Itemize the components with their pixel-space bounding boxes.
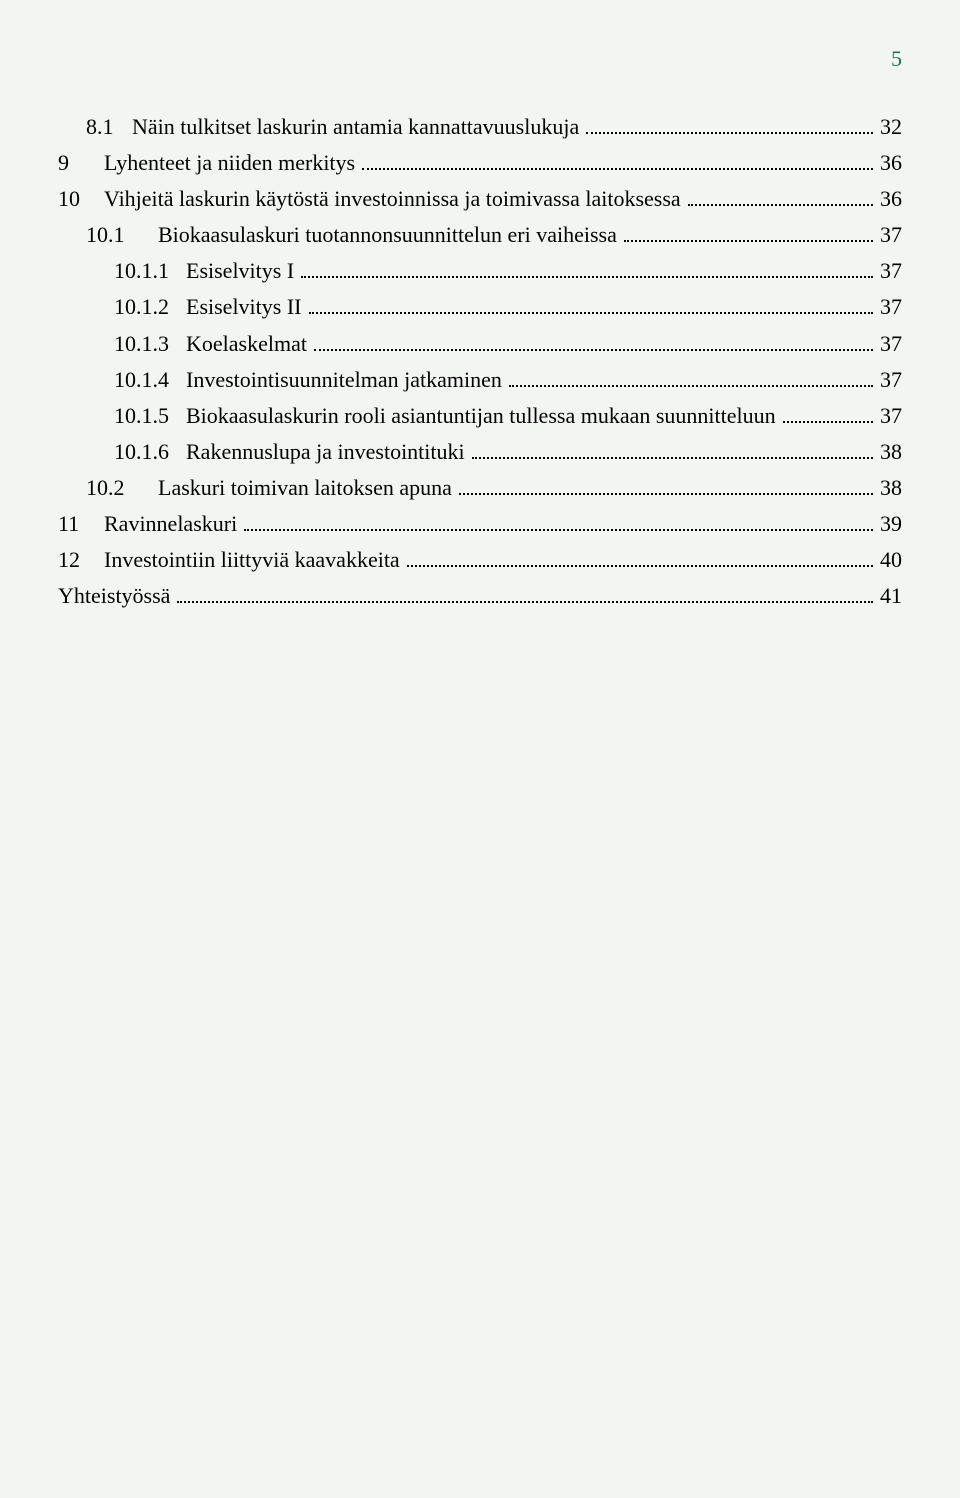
dot-leader [362,168,873,170]
toc-row: Yhteistyössä 41 [58,579,902,613]
toc-entry-page: 38 [876,471,902,505]
toc-entry-title: Näin tulkitset laskurin antamia kannatta… [132,110,583,144]
dot-leader [301,276,873,278]
toc-entry-page: 36 [876,146,902,180]
toc-entry-number: 10.1.6 [114,435,186,469]
table-of-contents: 8.1Näin tulkitset laskurin antamia kanna… [58,110,902,613]
dot-leader [177,601,873,603]
dot-leader [509,385,873,387]
dot-leader [314,349,873,351]
toc-entry-number: 10 [58,182,104,216]
dot-leader [309,312,874,314]
dot-leader [783,421,873,423]
toc-row: 10.1.6Rakennuslupa ja investointituki 38 [58,435,902,469]
toc-entry-title: Yhteistyössä [58,579,174,613]
toc-entry-number: 9 [58,146,104,180]
toc-entry-title: Koelaskelmat [186,327,311,361]
toc-row: 10.2Laskuri toimivan laitoksen apuna 38 [58,471,902,505]
toc-entry-page: 36 [876,182,902,216]
dot-leader [688,204,873,206]
toc-entry-title: Biokaasulaskuri tuotannonsuunnittelun er… [158,218,621,252]
toc-row: 10.1.5Biokaasulaskurin rooli asiantuntij… [58,399,902,433]
toc-entry-page: 37 [876,399,902,433]
toc-entry-page: 40 [876,543,902,577]
toc-entry-title: Investointisuunnitelman jatkaminen [186,363,506,397]
toc-row: 12Investointiin liittyviä kaavakkeita 40 [58,543,902,577]
toc-entry-number: 8.1 [86,110,132,144]
toc-entry-page: 38 [876,435,902,469]
toc-entry-number: 10.1.1 [114,254,186,288]
toc-entry-page: 37 [876,218,902,252]
toc-entry-title: Investointiin liittyviä kaavakkeita [104,543,404,577]
toc-entry-title: Vihjeitä laskurin käytöstä investoinniss… [104,182,685,216]
dot-leader [407,565,873,567]
toc-entry-number: 12 [58,543,104,577]
toc-entry-number: 10.1 [86,218,158,252]
toc-entry-title: Ravinnelaskuri [104,507,241,541]
toc-entry-title: Lyhenteet ja niiden merkitys [104,146,359,180]
toc-row: 10Vihjeitä laskurin käytöstä investoinni… [58,182,902,216]
toc-entry-title: Rakennuslupa ja investointituki [186,435,469,469]
dot-leader [459,493,873,495]
toc-entry-title: Esiselvitys I [186,254,298,288]
toc-row: 11Ravinnelaskuri 39 [58,507,902,541]
document-page: 5 8.1Näin tulkitset laskurin antamia kan… [0,0,960,1498]
toc-entry-title: Laskuri toimivan laitoksen apuna [158,471,456,505]
dot-leader [624,240,873,242]
toc-entry-page: 37 [876,254,902,288]
toc-entry-title: Biokaasulaskurin rooli asiantuntijan tul… [186,399,780,433]
toc-row: 10.1.2Esiselvitys II 37 [58,290,902,324]
toc-entry-number: 10.2 [86,471,158,505]
page-number: 5 [891,46,902,72]
toc-entry-page: 39 [876,507,902,541]
toc-entry-title: Esiselvitys II [186,290,306,324]
toc-entry-number: 11 [58,507,104,541]
toc-entry-number: 10.1.2 [114,290,186,324]
dot-leader [586,132,873,134]
toc-row: 10.1.3Koelaskelmat 37 [58,327,902,361]
toc-entry-number: 10.1.3 [114,327,186,361]
toc-entry-page: 37 [876,290,902,324]
toc-entry-number: 10.1.5 [114,399,186,433]
toc-row: 8.1Näin tulkitset laskurin antamia kanna… [58,110,902,144]
toc-row: 10.1.4Investointisuunnitelman jatkaminen… [58,363,902,397]
toc-row: 10.1.1Esiselvitys I 37 [58,254,902,288]
toc-entry-page: 41 [876,579,902,613]
toc-entry-page: 37 [876,363,902,397]
toc-entry-page: 37 [876,327,902,361]
toc-entry-number: 10.1.4 [114,363,186,397]
toc-entry-page: 32 [876,110,902,144]
dot-leader [472,457,873,459]
dot-leader [244,529,873,531]
toc-row: 9Lyhenteet ja niiden merkitys 36 [58,146,902,180]
toc-row: 10.1Biokaasulaskuri tuotannonsuunnittelu… [58,218,902,252]
